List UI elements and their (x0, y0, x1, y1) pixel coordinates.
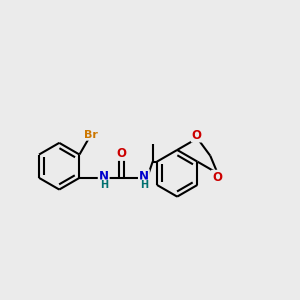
Text: N: N (99, 170, 109, 183)
Text: Br: Br (84, 130, 98, 140)
Text: H: H (140, 180, 148, 190)
Text: O: O (116, 147, 127, 160)
Text: N: N (139, 170, 149, 183)
Text: O: O (212, 171, 222, 184)
Text: O: O (192, 128, 202, 142)
Text: H: H (100, 180, 108, 190)
